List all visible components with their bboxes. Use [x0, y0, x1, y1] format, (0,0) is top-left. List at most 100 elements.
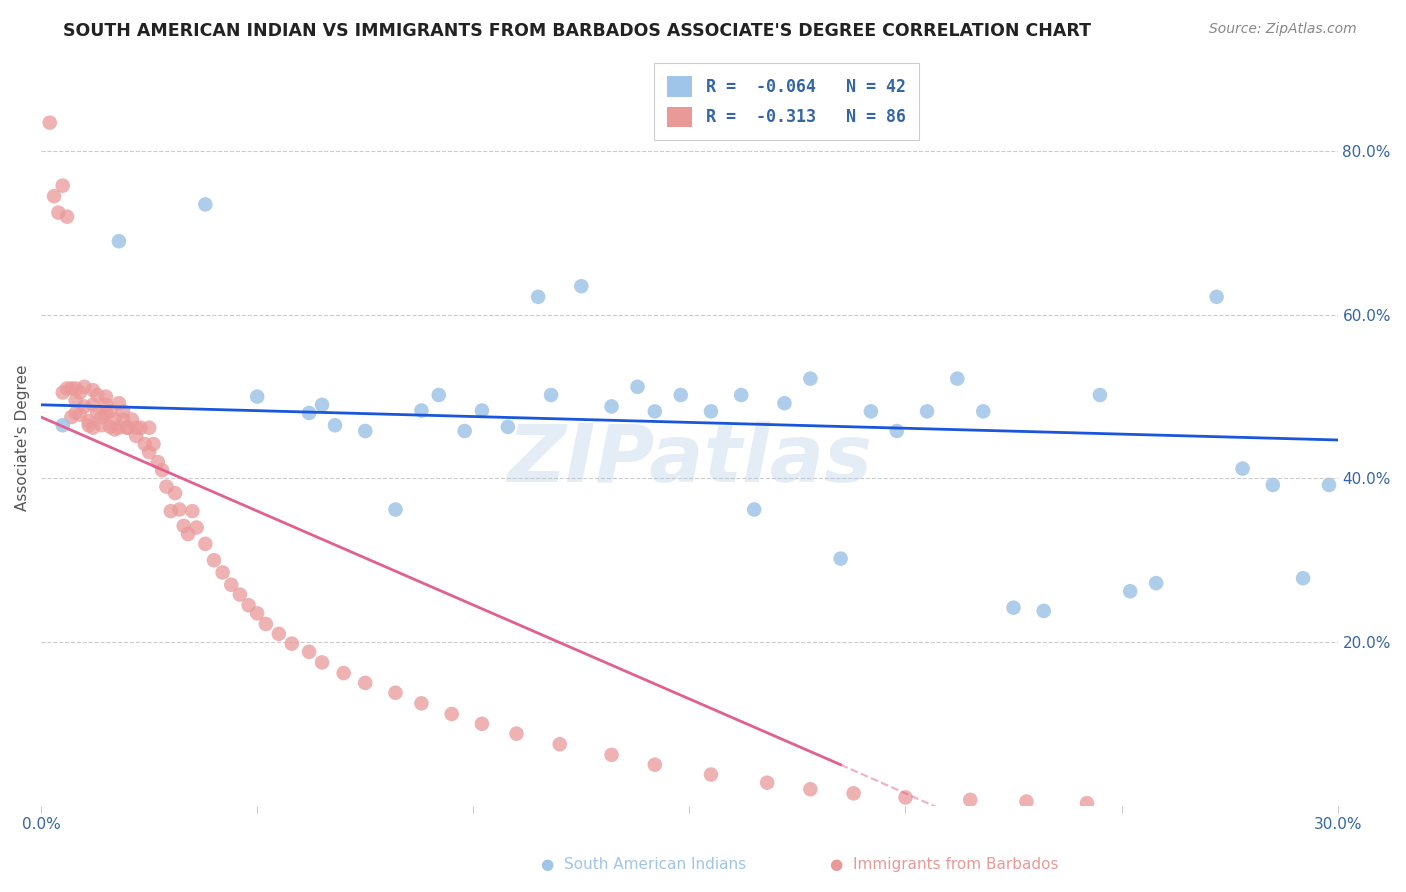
- Point: [82, 398, 104, 412]
- Point: [138, 420, 160, 434]
- Point: [52, 385, 75, 400]
- Point: [298, 645, 321, 659]
- Point: [103, 412, 125, 426]
- Point: [886, 424, 908, 438]
- Point: [103, 422, 125, 436]
- Point: [471, 716, 494, 731]
- Text: ●  Immigrants from Barbados: ● Immigrants from Barbados: [830, 857, 1059, 872]
- Y-axis label: Associate's Degree: Associate's Degree: [15, 364, 30, 511]
- Point: [125, 420, 148, 434]
- Point: [194, 197, 217, 211]
- Point: [65, 381, 87, 395]
- Point: [1144, 576, 1167, 591]
- Point: [77, 414, 100, 428]
- Point: [384, 502, 406, 516]
- Point: [254, 617, 277, 632]
- Point: [134, 437, 156, 451]
- Point: [117, 420, 139, 434]
- Point: [56, 381, 79, 395]
- Point: [246, 607, 269, 621]
- Point: [112, 404, 135, 418]
- Text: ZIPatlas: ZIPatlas: [508, 421, 872, 499]
- Point: [600, 400, 623, 414]
- Point: [600, 747, 623, 762]
- Point: [173, 519, 195, 533]
- Point: [332, 666, 354, 681]
- Point: [505, 726, 527, 740]
- Point: [915, 404, 938, 418]
- Text: ●  South American Indians: ● South American Indians: [541, 857, 747, 872]
- Point: [52, 178, 75, 193]
- Point: [194, 537, 217, 551]
- Point: [323, 418, 346, 433]
- Point: [427, 388, 450, 402]
- Legend: R =  -0.064   N = 42, R =  -0.313   N = 86: R = -0.064 N = 42, R = -0.313 N = 86: [654, 63, 920, 140]
- Point: [946, 371, 969, 385]
- Point: [90, 418, 112, 433]
- Text: SOUTH AMERICAN INDIAN VS IMMIGRANTS FROM BARBADOS ASSOCIATE'S DEGREE CORRELATION: SOUTH AMERICAN INDIAN VS IMMIGRANTS FROM…: [63, 22, 1091, 40]
- Point: [548, 737, 571, 751]
- Point: [756, 775, 779, 789]
- Point: [644, 757, 666, 772]
- Point: [742, 502, 765, 516]
- Point: [108, 420, 131, 434]
- Point: [669, 388, 692, 402]
- Point: [1002, 600, 1025, 615]
- Point: [1205, 290, 1227, 304]
- Point: [155, 480, 177, 494]
- Point: [471, 403, 494, 417]
- Point: [98, 404, 121, 418]
- Point: [830, 551, 852, 566]
- Point: [69, 408, 91, 422]
- Point: [1119, 584, 1142, 599]
- Point: [60, 381, 83, 395]
- Point: [219, 578, 242, 592]
- Point: [959, 793, 981, 807]
- Point: [1032, 604, 1054, 618]
- Point: [177, 527, 200, 541]
- Point: [1261, 478, 1284, 492]
- Point: [94, 390, 117, 404]
- Point: [90, 410, 112, 425]
- Point: [48, 205, 70, 219]
- Point: [311, 398, 333, 412]
- Point: [644, 404, 666, 418]
- Point: [108, 234, 131, 248]
- Point: [73, 380, 96, 394]
- Point: [238, 598, 260, 612]
- Point: [86, 388, 108, 402]
- Point: [799, 782, 821, 797]
- Point: [60, 410, 83, 425]
- Point: [799, 371, 821, 385]
- Point: [1292, 571, 1315, 585]
- Point: [298, 406, 321, 420]
- Point: [121, 412, 143, 426]
- Point: [229, 588, 252, 602]
- Point: [69, 385, 91, 400]
- Point: [181, 504, 204, 518]
- Point: [1076, 796, 1098, 810]
- Point: [146, 455, 169, 469]
- Point: [1088, 388, 1111, 402]
- Point: [142, 437, 165, 451]
- Point: [894, 790, 917, 805]
- Point: [311, 656, 333, 670]
- Point: [626, 380, 648, 394]
- Point: [384, 686, 406, 700]
- Point: [165, 486, 187, 500]
- Point: [138, 445, 160, 459]
- Point: [267, 627, 290, 641]
- Point: [773, 396, 796, 410]
- Point: [150, 463, 173, 477]
- Point: [842, 786, 865, 800]
- Point: [65, 406, 87, 420]
- Point: [211, 566, 233, 580]
- Point: [569, 279, 592, 293]
- Point: [1232, 461, 1254, 475]
- Point: [202, 553, 225, 567]
- Text: Source: ZipAtlas.com: Source: ZipAtlas.com: [1209, 22, 1357, 37]
- Point: [730, 388, 752, 402]
- Point: [125, 429, 148, 443]
- Point: [1015, 795, 1038, 809]
- Point: [112, 412, 135, 426]
